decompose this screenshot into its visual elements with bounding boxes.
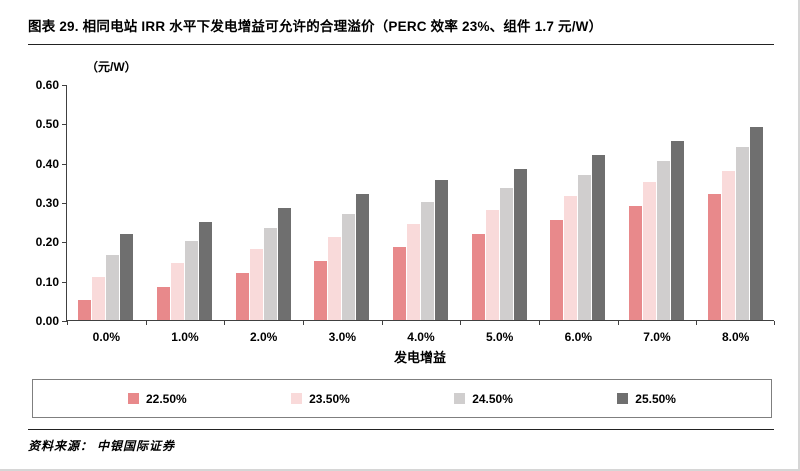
bar-group: 8.0%: [696, 85, 775, 344]
bar-22.50%-2.0%: [235, 272, 249, 320]
x-tick-label: 6.0%: [564, 330, 592, 344]
legend-item: 23.50%: [291, 392, 350, 406]
legend-item: 22.50%: [128, 392, 187, 406]
y-tick-mark: [62, 85, 67, 86]
bar-22.50%-8.0%: [707, 194, 721, 320]
y-tick-label: 0.30: [35, 196, 59, 210]
y-tick-label: 0.20: [35, 235, 59, 250]
legend-swatch: [454, 393, 466, 404]
bar-25.50%-2.0%: [277, 207, 291, 320]
bar-23.50%-6.0%: [564, 196, 578, 320]
bar-24.50%-7.0%: [656, 160, 670, 320]
y-tick-mark: [62, 281, 67, 283]
x-tick-mark: [303, 321, 304, 325]
y-tick-label: 0.50: [35, 117, 59, 132]
bar-22.50%-5.0%: [471, 233, 485, 320]
legend-label: 24.50%: [472, 391, 513, 406]
x-tick-label: 1.0%: [171, 330, 199, 344]
x-tick-label: 3.0%: [328, 330, 356, 344]
bar-23.50%-1.0%: [170, 263, 184, 320]
legend: 22.50% 23.50% 24.50% 25.50%: [32, 379, 772, 418]
x-tick-mark: [617, 321, 619, 325]
x-tick-mark: [67, 321, 68, 325]
legend-item: 25.50%: [617, 392, 676, 406]
x-axis-title: 发电增益: [393, 350, 446, 365]
y-tick-mark: [62, 321, 67, 322]
bar-23.50%-0.0%: [92, 276, 106, 320]
bar-25.50%-0.0%: [120, 233, 134, 320]
bar-group: 4.0%: [382, 85, 461, 344]
chart-title: 图表 29. 相同电站 IRR 水平下发电增益可允许的合理溢价（PERC 效率 …: [28, 19, 603, 34]
bar-group: 1.0%: [146, 85, 225, 344]
bar-group: 5.0%: [460, 85, 539, 344]
bar-25.50%-6.0%: [592, 154, 606, 320]
bar-22.50%-7.0%: [628, 205, 642, 320]
x-tick-label: 2.0%: [249, 330, 278, 344]
x-tick-mark: [539, 321, 540, 325]
y-tick-mark: [62, 163, 67, 165]
legend-swatch: [291, 393, 303, 404]
plot-area: 0.60 0.50 0.40 0.30 0.20 0.10 0.00 0.0% 1.0% 2.0%…: [36, 78, 775, 344]
bar-22.50%-6.0%: [550, 219, 564, 320]
x-tick-mark: [224, 321, 226, 325]
footer-divider: [28, 429, 774, 430]
bar-22.50%-1.0%: [156, 286, 170, 320]
x-tick-label: 7.0%: [643, 330, 671, 344]
bar-24.50%-1.0%: [184, 241, 198, 320]
y-tick-label: 0.60: [35, 78, 59, 92]
bar-24.50%-5.0%: [499, 188, 513, 320]
bar-23.50%-7.0%: [642, 182, 656, 320]
bar-group: 0.0%: [67, 85, 146, 344]
bar-23.50%-3.0%: [328, 237, 342, 320]
bar-group: 7.0%: [618, 85, 697, 344]
y-axis-unit-label: （元/W）: [86, 60, 137, 74]
x-tick-label: 0.0%: [92, 330, 120, 344]
bar-24.50%-6.0%: [578, 174, 592, 320]
y-tick-mark: [62, 203, 67, 204]
y-tick-label: 0.00: [35, 314, 59, 328]
bar-24.50%-0.0%: [106, 255, 120, 320]
bar-24.50%-8.0%: [735, 146, 749, 320]
legend-label: 23.50%: [309, 391, 350, 406]
legend-swatch: [128, 393, 139, 404]
legend-item: 24.50%: [454, 392, 513, 406]
bar-23.50%-8.0%: [721, 170, 735, 320]
bar-group: 2.0%: [224, 85, 303, 344]
legend-label: 22.50%: [146, 391, 187, 406]
bar-25.50%-7.0%: [670, 141, 684, 320]
x-tick-mark: [381, 321, 383, 325]
x-tick-label: 5.0%: [485, 330, 514, 344]
bar-25.50%-3.0%: [356, 194, 370, 320]
y-tick-mark: [62, 124, 67, 126]
y-tick-mark: [62, 242, 67, 244]
x-tick-mark: [774, 321, 775, 325]
bar-25.50%-8.0%: [749, 127, 763, 320]
x-tick-mark: [696, 321, 698, 325]
legend-swatch: [617, 393, 629, 404]
bar-24.50%-4.0%: [420, 202, 434, 320]
title-divider: [28, 44, 774, 45]
source-note: 资料来源： 中银国际证券: [28, 439, 176, 453]
bar-group: 3.0%: [303, 85, 382, 344]
x-tick-label: 4.0%: [407, 330, 435, 344]
bar-23.50%-5.0%: [485, 209, 499, 320]
y-tick-label: 0.40: [35, 156, 59, 171]
bar-group: 6.0%: [539, 85, 618, 344]
x-tick-label: 8.0%: [721, 330, 750, 344]
legend-label: 25.50%: [635, 391, 676, 406]
bar-22.50%-4.0%: [392, 247, 406, 320]
x-tick-mark: [460, 321, 462, 325]
bar-23.50%-2.0%: [249, 249, 263, 320]
bar-24.50%-3.0%: [342, 213, 356, 320]
bar-22.50%-0.0%: [78, 300, 92, 320]
x-tick-mark: [145, 321, 147, 325]
bar-23.50%-4.0%: [406, 223, 420, 320]
bar-25.50%-1.0%: [198, 221, 212, 320]
bar-24.50%-2.0%: [263, 227, 277, 320]
y-tick-label: 0.10: [35, 274, 59, 289]
bar-25.50%-5.0%: [513, 168, 527, 320]
bar-22.50%-3.0%: [314, 261, 328, 320]
bar-25.50%-4.0%: [434, 180, 448, 320]
